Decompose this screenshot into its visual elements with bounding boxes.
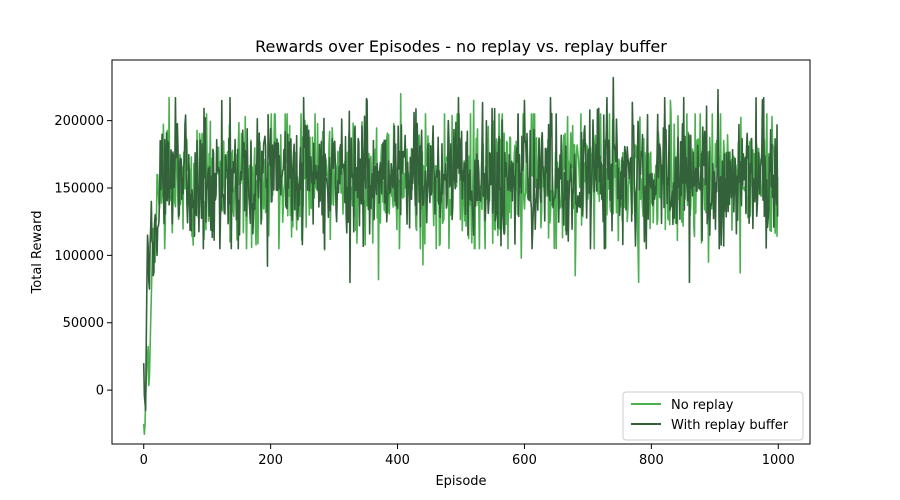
- x-axis-label: Episode: [435, 474, 486, 489]
- x-axis: 0 200 400 600 800 1000: [140, 444, 795, 468]
- x-tick-label: 400: [385, 453, 410, 468]
- legend-box: [622, 391, 804, 441]
- x-tick-label: 600: [512, 453, 537, 468]
- legend-label-no-replay: No replay: [671, 398, 734, 413]
- y-tick-label: 50000: [63, 316, 104, 331]
- x-tick-label: 200: [258, 453, 283, 468]
- chart-title: Rewards over Episodes - no replay vs. re…: [255, 37, 667, 56]
- y-tick-label: 0: [96, 384, 104, 399]
- x-tick-label: 800: [639, 453, 664, 468]
- y-tick-label: 200000: [54, 114, 104, 129]
- legend: No replay With replay buffer: [622, 391, 804, 441]
- y-axis: 0 50000 100000 150000 200000: [54, 114, 112, 399]
- y-tick-label: 150000: [54, 182, 104, 197]
- y-axis-label: Total Reward: [30, 211, 45, 295]
- series-layer: [142, 76, 779, 435]
- legend-label-with-replay-buffer: With replay buffer: [671, 418, 789, 433]
- y-tick-label: 100000: [54, 249, 104, 264]
- series-line-with-replay-buffer: [142, 76, 779, 412]
- x-tick-label: 1000: [762, 453, 795, 468]
- plot-frame: [111, 59, 811, 445]
- x-tick-label: 0: [140, 453, 148, 468]
